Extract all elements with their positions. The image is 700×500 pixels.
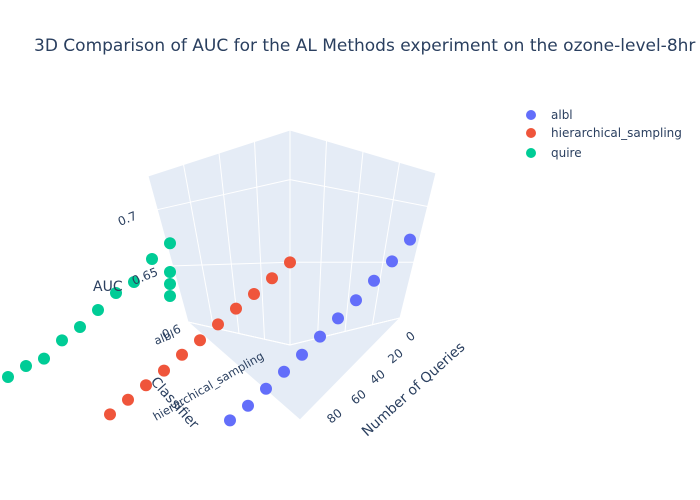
legend-item-albl[interactable]: albl xyxy=(526,108,573,122)
data-point-albl-5[interactable] xyxy=(314,330,326,343)
y-axis-title: Classifier xyxy=(147,374,202,432)
x-axis-title: Number of Queries xyxy=(359,339,468,440)
data-point-quire-7[interactable] xyxy=(92,304,104,316)
data-point-albl-9[interactable] xyxy=(242,399,254,412)
data-point-albl-6[interactable] xyxy=(296,348,308,361)
z-tick-2: 0.7 xyxy=(116,209,139,229)
data-point-hierarchical-sampling-7[interactable] xyxy=(158,364,170,377)
x-tick-2: 40 xyxy=(367,367,388,387)
data-point-quire-9[interactable] xyxy=(56,334,68,347)
series-hierarchical-sampling xyxy=(104,256,296,421)
legend-item-quire[interactable]: quire xyxy=(526,146,582,160)
data-point-quire-8[interactable] xyxy=(74,321,86,333)
legend-marker-hierarchical-sampling xyxy=(526,128,536,138)
data-point-quire-2[interactable] xyxy=(164,266,176,278)
data-point-hierarchical-sampling-6[interactable] xyxy=(176,348,188,361)
grid-line-v-left-3 xyxy=(254,141,265,340)
data-point-hierarchical-sampling-5[interactable] xyxy=(194,334,206,347)
chart-title: 3D Comparison of AUC for the AL Methods … xyxy=(34,36,695,56)
series-quire xyxy=(2,237,176,383)
data-point-albl-10[interactable] xyxy=(224,414,236,427)
data-point-hierarchical-sampling-3[interactable] xyxy=(230,302,242,315)
data-point-quire-3[interactable] xyxy=(164,237,176,250)
data-point-hierarchical-sampling-1[interactable] xyxy=(266,272,278,285)
legend-label-hierarchical-sampling: hierarchical_sampling xyxy=(551,126,682,140)
z-tick-1: 0.65 xyxy=(130,265,160,288)
legend: albl hierarchical_sampling quire xyxy=(526,108,682,160)
data-point-hierarchical-sampling-9[interactable] xyxy=(122,393,134,406)
data-point-quire-6[interactable] xyxy=(110,287,122,299)
data-point-hierarchical-sampling-8[interactable] xyxy=(140,379,152,392)
data-point-quire-4[interactable] xyxy=(146,253,158,265)
grid-line-v-right-2 xyxy=(344,151,364,332)
legend-label-albl: albl xyxy=(551,108,573,122)
x-tick-4: 80 xyxy=(324,406,345,426)
z-tick-0: 0.6 xyxy=(160,322,183,342)
data-point-albl-7[interactable] xyxy=(278,365,290,378)
scene-planes xyxy=(147,129,437,421)
data-point-albl-2[interactable] xyxy=(368,274,380,287)
data-point-hierarchical-sampling-0[interactable] xyxy=(284,256,296,269)
data-point-hierarchical-sampling-10[interactable] xyxy=(104,408,116,421)
data-point-quire-1[interactable] xyxy=(164,278,176,290)
data-point-quire-10[interactable] xyxy=(38,352,50,365)
series-layer xyxy=(2,233,416,427)
x-tick-3: 60 xyxy=(348,387,369,407)
data-point-quire-11[interactable] xyxy=(20,360,32,372)
data-point-albl-8[interactable] xyxy=(260,382,272,395)
data-point-quire-12[interactable] xyxy=(2,371,14,383)
data-point-albl-3[interactable] xyxy=(350,294,362,307)
data-point-albl-1[interactable] xyxy=(386,255,398,268)
legend-marker-quire xyxy=(526,148,536,158)
data-point-hierarchical-sampling-4[interactable] xyxy=(212,318,224,331)
data-point-albl-4[interactable] xyxy=(332,312,344,325)
x-tick-1: 20 xyxy=(385,346,406,366)
data-point-quire-5[interactable] xyxy=(128,276,140,288)
legend-marker-albl xyxy=(526,110,536,120)
series-albl xyxy=(224,233,416,427)
data-point-quire-0[interactable] xyxy=(164,290,176,302)
data-point-albl-0[interactable] xyxy=(404,233,416,246)
grid-line-v-right-3 xyxy=(372,162,400,325)
legend-label-quire: quire xyxy=(551,146,582,160)
legend-item-hierarchical-sampling[interactable]: hierarchical_sampling xyxy=(526,126,682,140)
z-axis-title: AUC xyxy=(93,279,123,295)
data-point-hierarchical-sampling-2[interactable] xyxy=(248,288,260,300)
x-tick-0: 0 xyxy=(403,329,418,345)
grid-line-v-right-1 xyxy=(317,140,327,339)
grid-line-v-left-1 xyxy=(183,164,214,328)
